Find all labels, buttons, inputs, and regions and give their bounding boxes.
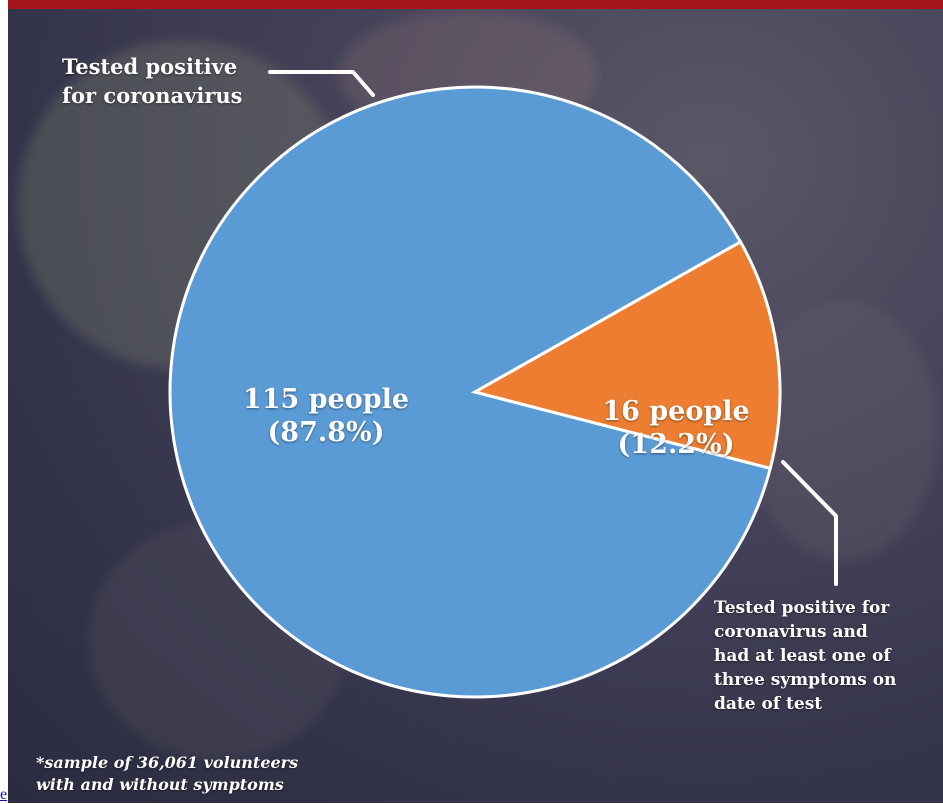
symptoms-slice-count: 16 people <box>602 396 750 427</box>
tested-positive-label: Tested positive for coronavirus <box>62 54 243 108</box>
background-texture <box>748 300 938 560</box>
footnote: *sample of 36,061 volunteers with and wi… <box>36 753 299 794</box>
symptoms-description-label: Tested positive for coronavirus and had … <box>714 598 897 714</box>
symptoms-slice-percent: (12.2%) <box>617 429 735 460</box>
stray-link[interactable]: e <box>0 786 8 803</box>
pie-slice-symptoms <box>471 239 782 471</box>
leader-line-tested-positive <box>268 70 375 97</box>
main-slice-count: 115 people <box>242 384 410 415</box>
pie-slice-tested-positive <box>168 85 773 699</box>
main-slice-percent: (87.8%) <box>267 417 385 448</box>
pie-chart <box>168 70 838 699</box>
symptoms-slice-label: 16 people (12.2%) <box>576 395 776 461</box>
infographic-canvas: Tested positive for coronavirus 115 peop… <box>8 0 943 803</box>
pie-slices <box>168 85 782 699</box>
top-accent-bar <box>8 0 943 9</box>
leader-line-symptoms <box>781 460 838 586</box>
leader-lines <box>268 70 838 586</box>
main-slice-label: 115 people (87.8%) <box>226 383 426 449</box>
